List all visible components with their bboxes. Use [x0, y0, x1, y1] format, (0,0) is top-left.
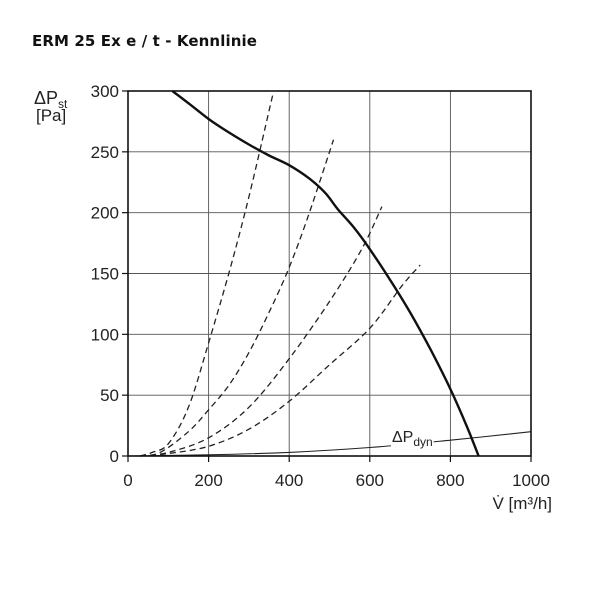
- y-tick-label: 50: [100, 386, 119, 405]
- curves: ΔPdyn: [127, 90, 532, 457]
- dynamic-pressure-label-main: ΔP: [392, 429, 413, 446]
- chart-title: ERM 25 Ex e / t - Kennlinie: [32, 32, 257, 50]
- y-axis-label-main: ΔP: [34, 88, 58, 108]
- y-axis-unit: [Pa]: [36, 106, 66, 125]
- y-tick-label: 250: [91, 143, 119, 162]
- x-tick-label: 0: [123, 471, 132, 490]
- y-tick-label: 0: [110, 447, 119, 466]
- dynamic-pressure-label-sub: dyn: [413, 435, 432, 449]
- dynamic-pressure-label: ΔPdyn: [392, 429, 433, 449]
- system-curve: [139, 93, 274, 457]
- y-axis-label: ΔPst: [34, 88, 68, 111]
- axis-labels: ΔPst [Pa] V̇ [m³/h]: [34, 88, 552, 513]
- x-tick-label: 800: [436, 471, 464, 490]
- system-curve: [140, 264, 421, 457]
- fan-curve: [171, 90, 480, 457]
- grid: [122, 90, 532, 462]
- dynamic-pressure-label-bg: [390, 429, 434, 450]
- x-tick-label: 400: [275, 471, 303, 490]
- system-curve: [140, 206, 383, 457]
- y-tick-label: 300: [91, 82, 119, 101]
- x-tick-label: 200: [194, 471, 222, 490]
- y-tick-label: 200: [91, 204, 119, 223]
- x-tick-label: 600: [356, 471, 384, 490]
- dynamic-pressure-line: [127, 431, 532, 457]
- y-axis-label-sub: st: [58, 97, 68, 111]
- system-curve: [139, 139, 335, 457]
- x-tick-label: 1000: [512, 471, 550, 490]
- tick-labels: 0 200 400 600 800 1000 0 50 100 150 200 250 300: [91, 82, 550, 490]
- plot-frame: [127, 90, 532, 457]
- y-tick-label: 100: [91, 325, 119, 344]
- y-tick-label: 150: [91, 265, 119, 284]
- x-axis-label: V̇ [m³/h]: [492, 494, 552, 513]
